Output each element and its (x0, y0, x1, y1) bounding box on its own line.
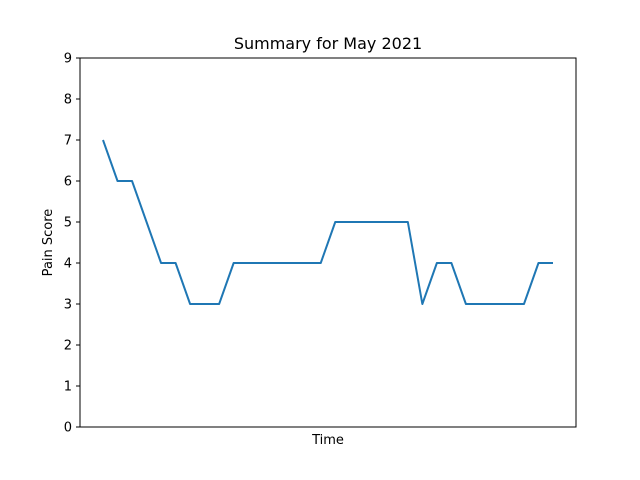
x-axis-label: Time (311, 433, 344, 448)
y-tick-label: 4 (64, 257, 72, 272)
y-tick-label: 7 (64, 134, 72, 149)
y-tick-label: 6 (64, 175, 72, 190)
y-tick-label: 3 (64, 298, 72, 313)
y-axis-label: Pain Score (41, 209, 56, 277)
chart-title: Summary for May 2021 (234, 34, 422, 53)
plot-frame (79, 57, 577, 428)
series-group (102, 139, 553, 305)
y-tick-label: 9 (64, 52, 72, 67)
y-tick-label: 1 (64, 380, 72, 395)
y-tick-label: 5 (64, 216, 72, 231)
y-tick-label: 8 (64, 93, 72, 108)
y-tick-label: 0 (64, 421, 72, 436)
y-axis-ticks: 0 1 2 3 4 5 6 7 8 9 (64, 52, 80, 436)
series-line (102, 139, 553, 305)
y-tick-label: 2 (64, 339, 72, 354)
